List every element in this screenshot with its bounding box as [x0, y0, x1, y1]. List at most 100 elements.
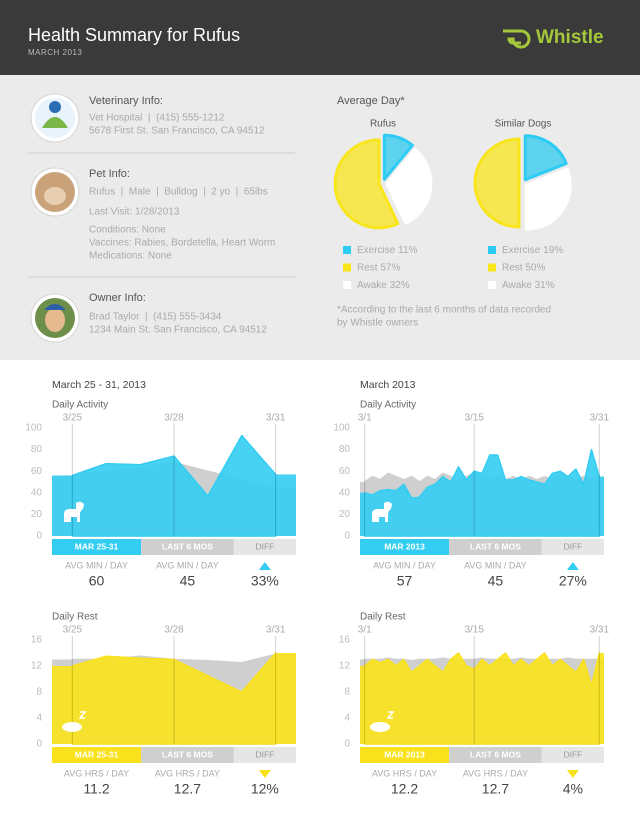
y-tick-label: 12	[31, 661, 43, 672]
stat-value: 12.7	[174, 781, 201, 797]
trend-arrow	[566, 770, 579, 778]
y-tick-label: 80	[31, 444, 43, 455]
x-tick-label: 3/25	[63, 413, 83, 424]
legend-tab	[449, 747, 542, 763]
avatar-icon	[49, 101, 61, 113]
legend-label: Awake	[502, 280, 532, 291]
legend-entry: Awake 32%	[357, 280, 410, 291]
x-tick-label: 3/25	[63, 625, 83, 636]
average-day-heading: Average Day*	[337, 95, 405, 107]
sleep-icon	[78, 711, 87, 719]
legend-label: Rest	[502, 262, 523, 273]
y-tick-label: 4	[36, 713, 42, 724]
diff-label: DIFF	[255, 541, 274, 551]
legend-label: MAR 25-31	[75, 749, 119, 759]
trend-arrow	[566, 562, 579, 570]
stat-value: 45	[180, 573, 196, 589]
legend-label: MAR 2013	[384, 749, 425, 759]
legend-label: Exercise	[357, 245, 396, 256]
diff-label: DIFF	[255, 749, 274, 759]
stat-value: 27%	[559, 573, 587, 589]
y-tick-label: 0	[36, 739, 42, 750]
legend-value: 32%	[390, 280, 410, 291]
y-tick-label: 40	[31, 487, 43, 498]
owner-line: 1234 Main St. San Francisco, CA 94512	[89, 325, 267, 336]
footnote: by Whistle owners	[337, 318, 418, 329]
y-tick-label: 0	[344, 531, 350, 542]
stat-value: 57	[397, 573, 413, 589]
stat-value: 11.2	[83, 781, 109, 797]
vet-line: 5678 First St. San Francisco, CA 94512	[89, 126, 265, 137]
page-subtitle: MARCH 2013	[28, 48, 82, 57]
legend-value: 57%	[380, 262, 400, 273]
dog-icon	[64, 501, 84, 522]
owner-heading: Owner Info:	[89, 292, 146, 304]
area-edge	[275, 653, 296, 744]
y-tick-label: 20	[339, 509, 351, 520]
diff-tab	[233, 747, 296, 763]
avatar-icon	[44, 187, 66, 205]
diff-label: DIFF	[563, 541, 582, 551]
header-bar	[0, 0, 640, 75]
y-tick-label: 100	[333, 423, 350, 434]
diff-tab	[541, 747, 604, 763]
area-edge	[275, 474, 296, 536]
y-tick-label: 0	[36, 531, 42, 542]
legend-tab	[52, 747, 142, 763]
brand-logo: Whistle	[503, 27, 604, 49]
x-tick-label: 3/15	[464, 413, 484, 424]
sleep-icon	[62, 722, 82, 732]
area-edge	[599, 476, 604, 536]
x-tick-label: 3/28	[164, 625, 184, 636]
chart-title: Daily Activity	[360, 400, 416, 411]
stat-value: 33%	[251, 573, 279, 589]
legend-swatch	[488, 281, 496, 289]
legend-value: 19%	[543, 245, 563, 256]
area-edge	[52, 666, 73, 744]
avatar-vet	[30, 93, 80, 143]
stat-label: AVG HRS / DAY	[372, 768, 437, 778]
stat-value: 12.2	[391, 781, 418, 797]
y-tick-label: 20	[31, 509, 43, 520]
legend-swatch	[488, 246, 496, 254]
area-edge	[52, 475, 73, 536]
legend-swatch	[343, 246, 351, 254]
stat-value: 12.7	[482, 781, 509, 797]
pet-line: Vaccines: Rabies, Bordetella, Heart Worm	[89, 238, 275, 249]
y-tick-label: 0	[344, 739, 350, 750]
avatar-pet	[30, 167, 80, 217]
avatar-icon	[44, 304, 66, 310]
pie-slice	[333, 138, 400, 230]
x-tick-label: 3/1	[358, 413, 372, 424]
legend-label: Rest	[357, 262, 378, 273]
charts: Rufus Exercise 11% Rest 57% Awake 32% Simila…	[25, 119, 609, 797]
legend-label: LAST 6 MOS	[162, 749, 213, 759]
legend-tab	[360, 539, 450, 555]
stat-label: AVG HRS / DAY	[463, 768, 528, 778]
legend-entry: Awake 31%	[502, 280, 555, 291]
y-tick-label: 8	[36, 687, 42, 698]
x-tick-label: 3/28	[164, 413, 184, 424]
legend-entry: Exercise 19%	[502, 245, 563, 256]
avatar-icon	[42, 117, 68, 128]
dog-icons	[62, 501, 395, 732]
y-tick-label: 4	[344, 713, 350, 724]
stat-label: AVG MIN / DAY	[65, 560, 128, 570]
trend-arrow	[258, 562, 271, 570]
diff-tab	[541, 539, 604, 555]
legend-entry: Exercise 11%	[357, 245, 418, 256]
legend-swatch	[488, 263, 496, 272]
chart-title: Daily Rest	[52, 612, 98, 623]
chart-title: Daily Activity	[52, 400, 108, 411]
pie-slice	[382, 133, 414, 181]
pie-slice	[524, 167, 572, 231]
stat-label: AVG MIN / DAY	[156, 560, 219, 570]
logo-mark	[503, 29, 531, 49]
x-tick-label: 3/31	[590, 413, 610, 424]
x-tick-label: 3/31	[266, 413, 286, 424]
y-tick-label: 16	[31, 635, 43, 646]
legend-swatch	[343, 281, 351, 289]
pet-line: Medications: None	[89, 251, 172, 262]
pet-heading: Pet Info:	[89, 168, 130, 180]
pet-line: Rufus | Male | Bulldog | 2 yo | 65lbs	[89, 187, 268, 198]
